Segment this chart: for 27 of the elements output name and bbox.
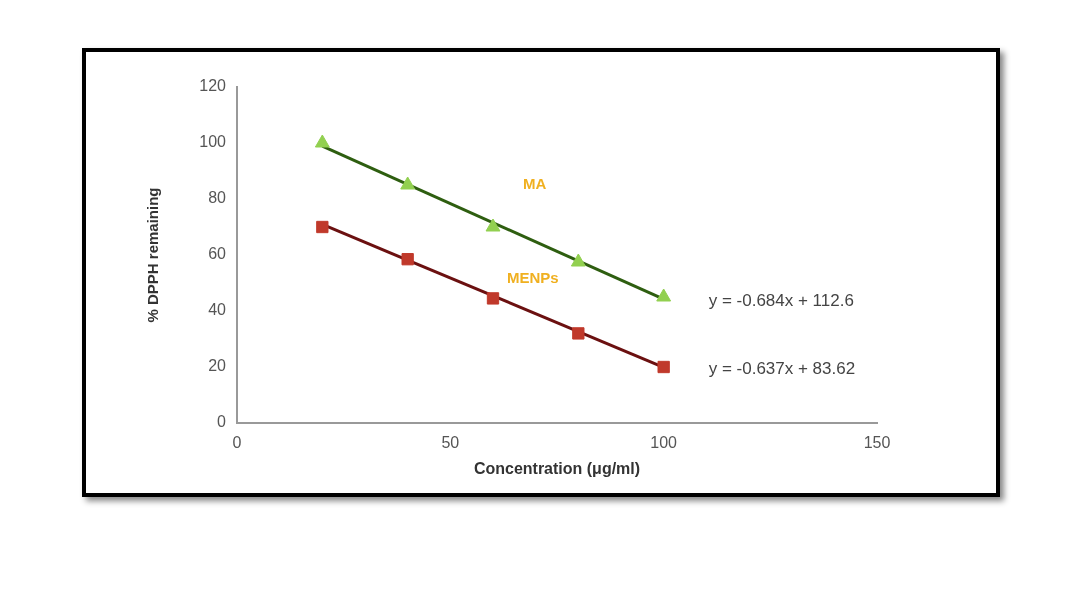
point — [401, 253, 414, 266]
point — [570, 253, 586, 267]
series-label: MENPs — [507, 268, 559, 286]
y-tick-label: 120 — [199, 77, 227, 95]
point — [656, 288, 672, 302]
annotation: y = -0.637x + 83.62 — [708, 358, 856, 378]
point — [657, 360, 670, 374]
x-tick-label: 0 — [232, 434, 242, 452]
y-tick-label: 60 — [208, 245, 227, 263]
point — [486, 292, 500, 305]
x-axis-title: Concentration (μg/ml) — [473, 459, 641, 477]
x-tick-label: 50 — [441, 434, 460, 452]
y-tick-label: 80 — [208, 189, 227, 207]
point — [400, 176, 416, 190]
point — [316, 220, 329, 234]
y-tick-label: 100 — [199, 133, 227, 151]
x-tick-label: 100 — [650, 434, 678, 452]
x-tick-label: 150 — [863, 434, 891, 452]
y-tick-label: 20 — [208, 357, 227, 375]
point — [485, 218, 501, 232]
y-tick-label: 0 — [217, 413, 227, 431]
y-tick-label: 40 — [208, 301, 227, 319]
text: MA — [523, 175, 547, 193]
point — [314, 134, 330, 148]
annotation: y = -0.684x + 112.6 — [708, 290, 854, 310]
point — [572, 327, 585, 340]
y-axis-title: % DPPH remaining — [144, 187, 162, 323]
